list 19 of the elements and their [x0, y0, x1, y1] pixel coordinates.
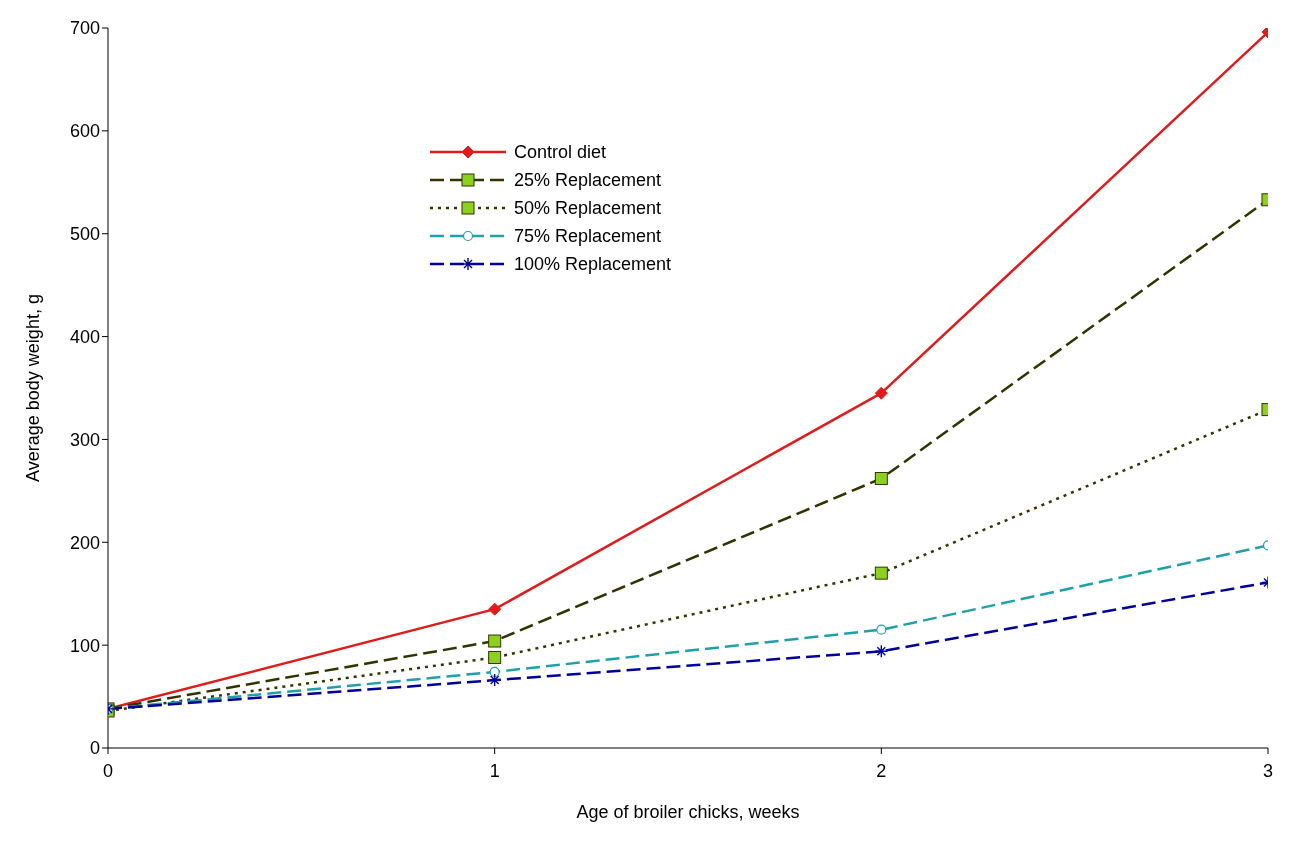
- legend-label: 100% Replacement: [514, 253, 672, 275]
- y-tick-label: 200: [69, 532, 100, 553]
- x-tick-label: 3: [1262, 760, 1274, 781]
- y-tick-label: 300: [69, 429, 100, 450]
- y-tick-label: 700: [69, 18, 100, 39]
- legend-label: Control diet: [514, 141, 607, 163]
- x-tick-label: 2: [876, 760, 887, 781]
- x-tick-label: 0: [102, 760, 114, 781]
- y-tick-label: 100: [69, 635, 100, 656]
- x-axis-title: Age of broiler chicks, weeks: [576, 802, 800, 822]
- y-tick-label: 0: [89, 738, 100, 759]
- legend-label: 50% Replacement: [514, 197, 662, 219]
- legend-label: 75% Replacement: [514, 225, 662, 247]
- y-tick-label: 600: [69, 121, 100, 142]
- legend-label: 25% Replacement: [514, 169, 662, 191]
- y-tick-label: 500: [69, 224, 100, 245]
- x-tick-label: 1: [489, 760, 500, 781]
- y-tick-label: 400: [69, 326, 100, 347]
- y-axis-title: Average body weight, g: [23, 294, 44, 482]
